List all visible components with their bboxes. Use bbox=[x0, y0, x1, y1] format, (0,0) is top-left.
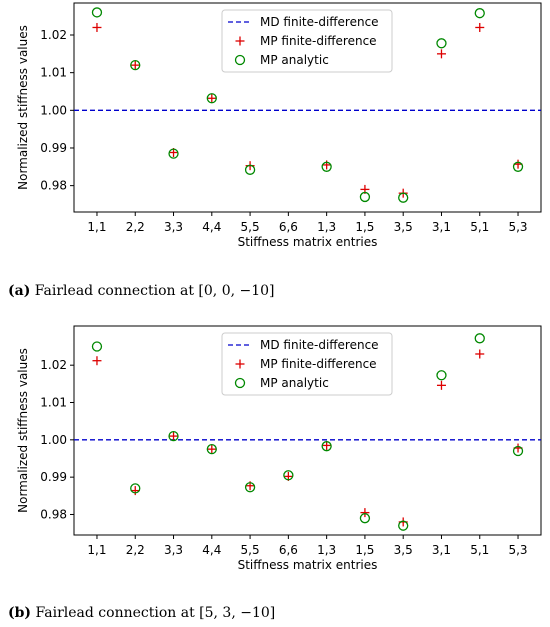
mp-analytic-point bbox=[359, 513, 371, 524]
mp-fd-point bbox=[92, 22, 102, 32]
x-axis-label: Stiffness matrix entries bbox=[238, 558, 378, 572]
mp-fd-point bbox=[475, 349, 485, 359]
mp-analytic-point bbox=[398, 192, 409, 203]
x-tick-label: 3,3 bbox=[164, 220, 183, 234]
legend-box bbox=[221, 332, 393, 396]
x-tick-label: 2,2 bbox=[126, 543, 145, 557]
x-tick-label: 1,5 bbox=[355, 220, 374, 234]
chart-panel-a: 0.98 0.99 1.00 1.01 1.02 1,1 2,2 3,3 4,4 5,5 6,6 1,… bbox=[16, 2, 542, 249]
mp-fd-point bbox=[513, 159, 523, 169]
caption-a: (a) Fairlead connection at [0, 0, −10] bbox=[8, 283, 275, 299]
mp-analytic-point bbox=[91, 7, 103, 18]
y-tick-label: 1.01 bbox=[40, 66, 67, 80]
mp-fd-point bbox=[169, 431, 179, 441]
mp-analytic-point bbox=[130, 483, 141, 494]
x-tick-label: 2,2 bbox=[126, 220, 145, 234]
legend-label: MP finite-difference bbox=[260, 357, 377, 371]
y-tick-label: 1.00 bbox=[40, 433, 67, 447]
x-tick-label: 6,6 bbox=[279, 543, 298, 557]
mp-analytic-point bbox=[168, 148, 179, 159]
mp-fd-point bbox=[360, 508, 370, 518]
x-axis-label: Stiffness matrix entries bbox=[238, 235, 378, 249]
y-tick-label: 0.98 bbox=[40, 179, 67, 193]
mp-analytic-point bbox=[474, 333, 485, 344]
x-tick-label: 3,5 bbox=[394, 220, 413, 234]
mp-fd-point bbox=[475, 22, 485, 32]
legend: MD finite-difference MP finite-difference… bbox=[221, 332, 393, 396]
chart-panel-b: 0.98 0.99 1.00 1.01 1.02 1,1 2,2 3,3 4,4 5,5 6,6 1,… bbox=[16, 325, 542, 572]
mp-analytic-point bbox=[168, 430, 179, 442]
legend-label: MP finite-difference bbox=[260, 34, 377, 48]
mp-fd-point bbox=[130, 60, 140, 70]
legend-label: MD finite-difference bbox=[260, 338, 379, 352]
mp-analytic-point bbox=[474, 8, 485, 19]
mp-analytic-point bbox=[283, 470, 294, 481]
plot-frame bbox=[73, 325, 542, 536]
x-tick-label: 4,4 bbox=[202, 220, 221, 234]
y-tick-label: 0.99 bbox=[40, 141, 67, 155]
legend-circle-swatch bbox=[234, 377, 246, 389]
legend: MD finite-difference MP finite-difference… bbox=[221, 9, 393, 73]
x-tick-label: 3,1 bbox=[432, 220, 451, 234]
y-tick-label: 0.98 bbox=[40, 507, 67, 521]
legend-label: MP analytic bbox=[260, 53, 329, 67]
mp-analytic-point bbox=[359, 191, 371, 203]
plot-frame bbox=[73, 2, 542, 213]
mp-analytic-point bbox=[206, 444, 217, 455]
x-tick-label: 1,5 bbox=[355, 543, 374, 557]
mp-analytic-point bbox=[436, 370, 447, 381]
x-tick-label: 5,1 bbox=[470, 220, 489, 234]
x-tick-label: 3,5 bbox=[394, 543, 413, 557]
mp-analytic-point bbox=[321, 441, 332, 452]
mp-analytic-point bbox=[512, 445, 524, 457]
x-tick-label: 5,5 bbox=[241, 543, 260, 557]
mp-fd-point bbox=[130, 486, 140, 496]
caption-b: (b) Fairlead connection at [5, 3, −10] bbox=[8, 605, 276, 621]
mp-analytic-point bbox=[321, 161, 332, 172]
y-tick-label: 0.99 bbox=[40, 470, 67, 484]
mp-analytic-point bbox=[512, 161, 524, 172]
legend-box bbox=[221, 9, 393, 73]
mp-fd-point bbox=[207, 444, 217, 454]
mp-analytic-point bbox=[244, 482, 256, 493]
x-tick-label: 5,3 bbox=[508, 543, 527, 557]
x-tick-label: 1,1 bbox=[87, 543, 106, 557]
mp-fd-point bbox=[207, 93, 217, 103]
x-tick-label: 1,3 bbox=[317, 220, 336, 234]
x-tick-label: 4,4 bbox=[202, 543, 221, 557]
mp-analytic-point bbox=[436, 38, 447, 49]
x-tick-label: 5,1 bbox=[470, 543, 489, 557]
mp-analytic-point bbox=[206, 93, 217, 104]
legend-label: MP analytic bbox=[260, 376, 329, 390]
y-tick-label: 1.00 bbox=[40, 103, 67, 117]
y-tick-label: 1.02 bbox=[40, 358, 67, 372]
x-tick-label: 3,3 bbox=[164, 543, 183, 557]
y-tick-label: 1.02 bbox=[40, 28, 67, 42]
mp-fd-point bbox=[436, 49, 446, 59]
legend-label: MD finite-difference bbox=[260, 15, 379, 29]
x-tick-label: 5,5 bbox=[241, 220, 260, 234]
mp-analytic-point bbox=[398, 520, 409, 531]
x-tick-label: 3,1 bbox=[432, 543, 451, 557]
mp-fd-point bbox=[436, 380, 446, 390]
mp-analytic-point bbox=[91, 341, 103, 352]
mp-analytic-point bbox=[244, 164, 256, 175]
legend-circle-swatch bbox=[234, 54, 246, 66]
x-tick-label: 1,1 bbox=[87, 220, 106, 234]
x-tick-label: 1,3 bbox=[317, 543, 336, 557]
x-tick-label: 6,6 bbox=[279, 220, 298, 234]
y-axis-label: Normalized stiffness values bbox=[16, 348, 30, 513]
y-axis-label: Normalized stiffness values bbox=[16, 25, 30, 190]
x-tick-label: 5,3 bbox=[508, 220, 527, 234]
mp-fd-point bbox=[92, 356, 102, 366]
mp-fd-point bbox=[322, 440, 332, 450]
y-tick-label: 1.01 bbox=[40, 396, 67, 410]
mp-analytic-point bbox=[130, 59, 141, 71]
